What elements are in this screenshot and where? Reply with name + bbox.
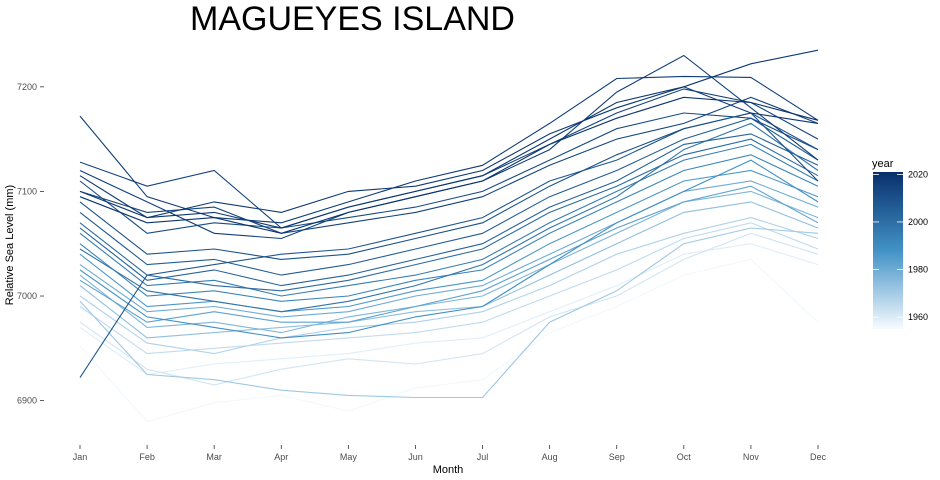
x-tick-label: Jun bbox=[408, 452, 423, 462]
x-tick-label: Apr bbox=[274, 452, 288, 462]
y-tick-label: 7100 bbox=[17, 186, 37, 196]
series-line-1959 bbox=[79, 243, 819, 376]
x-tick-label: May bbox=[340, 452, 358, 462]
y-tick-label: 7000 bbox=[17, 291, 37, 301]
legend-title: year bbox=[872, 158, 894, 170]
series-line-1980 bbox=[79, 180, 819, 318]
series-line-2020 bbox=[79, 96, 819, 234]
year-legend: year 1960 1980 2000 2020 bbox=[872, 158, 928, 329]
x-tick-label: Mar bbox=[206, 452, 222, 462]
series-line-1965 bbox=[79, 222, 819, 355]
series-line-1956 bbox=[79, 258, 819, 423]
x-tick-label: Aug bbox=[542, 452, 558, 462]
legend-tick-label: 2020 bbox=[908, 169, 928, 179]
plot-area bbox=[79, 49, 819, 423]
series-line-2008 bbox=[79, 112, 819, 378]
series-line-2019 bbox=[79, 86, 819, 229]
series-line-1971 bbox=[79, 227, 819, 399]
series-line-2004 bbox=[79, 133, 819, 287]
x-tick-label: Jan bbox=[73, 452, 88, 462]
series-line-1983 bbox=[79, 185, 819, 323]
series-line-2001 bbox=[79, 138, 819, 292]
series-line-1977 bbox=[79, 190, 819, 334]
x-tick-label: Sep bbox=[609, 452, 625, 462]
series-line-2010 bbox=[79, 112, 819, 260]
x-tick-label: Feb bbox=[139, 452, 155, 462]
y-axis: 6900 7000 7100 7200 bbox=[17, 82, 44, 406]
y-tick-label: 6900 bbox=[17, 396, 37, 406]
x-axis-label: Month bbox=[433, 464, 464, 476]
chart-title: MAGUEYES ISLAND bbox=[190, 0, 515, 38]
x-tick-label: Jul bbox=[477, 452, 489, 462]
series-line-1989 bbox=[79, 159, 819, 339]
x-tick-label: Nov bbox=[743, 452, 760, 462]
y-axis-label: Relative Sea Level (mm) bbox=[4, 185, 16, 305]
series-line-2006 bbox=[79, 117, 819, 276]
legend-ticks: 1960 1980 2000 2020 bbox=[873, 169, 928, 322]
series-line-2014 bbox=[79, 96, 819, 234]
x-tick-label: Oct bbox=[677, 452, 692, 462]
series-line-2016 bbox=[79, 54, 819, 240]
series-line-1968 bbox=[79, 217, 819, 355]
legend-tick-label: 1980 bbox=[908, 265, 928, 275]
series-line-1974 bbox=[79, 201, 819, 339]
series-line-2018 bbox=[79, 49, 819, 219]
x-axis: Jan Feb Mar Apr May Jun Jul Aug Sep Oct Nov Dec bbox=[73, 445, 827, 462]
y-tick-label: 7200 bbox=[17, 82, 37, 92]
legend-colorbar bbox=[873, 172, 903, 329]
x-tick-label: Dec bbox=[810, 452, 827, 462]
series-line-1962 bbox=[79, 232, 819, 386]
series-line-1986 bbox=[79, 169, 819, 313]
legend-tick-label: 2000 bbox=[908, 217, 928, 227]
legend-tick-label: 1960 bbox=[908, 312, 928, 322]
series-line-1998 bbox=[79, 122, 819, 313]
series-line-2012 bbox=[79, 112, 819, 234]
series-line-1995 bbox=[79, 143, 819, 297]
series-line-2017 bbox=[79, 75, 819, 224]
